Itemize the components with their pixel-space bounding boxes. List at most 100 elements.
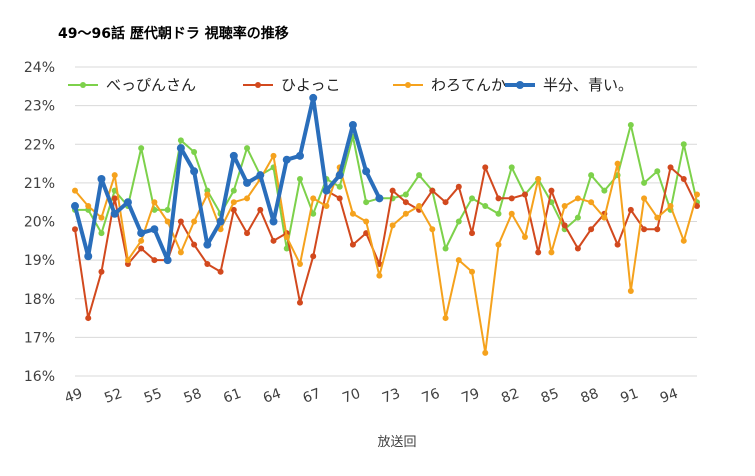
data-point	[482, 349, 489, 356]
x-tick-label: 67	[301, 386, 323, 407]
legend-swatch-marker	[405, 82, 411, 88]
legend-label: べっぴんさん	[106, 76, 196, 94]
data-point	[138, 145, 145, 152]
data-point	[574, 214, 581, 221]
data-point	[256, 171, 265, 180]
data-point	[402, 199, 409, 206]
data-point	[641, 195, 648, 202]
data-point	[310, 253, 317, 260]
data-point	[243, 178, 252, 187]
x-axis-title: 放送回	[377, 435, 416, 450]
data-point	[667, 203, 674, 210]
data-point	[588, 226, 595, 233]
x-tick-label: 64	[261, 386, 283, 407]
data-point	[97, 175, 106, 184]
data-point	[229, 151, 238, 160]
data-point	[363, 218, 370, 225]
x-tick-label: 82	[499, 386, 521, 407]
data-point	[495, 195, 502, 202]
data-point	[150, 225, 159, 234]
data-point	[85, 203, 92, 210]
y-tick-label: 20%	[24, 215, 55, 231]
data-point	[469, 268, 476, 275]
data-point	[375, 194, 384, 203]
data-point	[282, 155, 291, 164]
data-point	[348, 120, 357, 129]
data-point	[203, 240, 212, 249]
legend-label: 半分、青い。	[543, 76, 633, 94]
y-tick-label: 19%	[24, 253, 55, 269]
data-point	[296, 299, 303, 306]
data-point	[110, 209, 119, 218]
data-point	[442, 245, 449, 252]
x-tick-label: 61	[221, 386, 243, 407]
x-tick-label: 76	[420, 386, 442, 407]
data-point	[244, 230, 251, 237]
data-point	[482, 164, 489, 171]
data-point	[310, 195, 317, 202]
data-point	[164, 218, 171, 225]
chart-title: 49～96話 歴代朝ドラ 視聴率の推移	[58, 25, 289, 42]
data-point	[508, 210, 515, 217]
data-point	[627, 288, 634, 295]
data-point	[429, 226, 436, 233]
data-point	[283, 245, 290, 252]
x-tick-label: 52	[102, 386, 124, 407]
legend-item: わろてんか	[393, 76, 506, 94]
x-axis-ticks: 49 52 55 58 61 64 67 70 73 76 79 82 85 88 91 94	[63, 386, 681, 407]
data-point	[641, 226, 648, 233]
data-point	[191, 218, 198, 225]
data-point	[627, 121, 634, 128]
data-point	[627, 206, 634, 213]
data-point	[309, 93, 318, 102]
data-point	[176, 144, 185, 153]
data-point	[216, 217, 225, 226]
data-point	[269, 217, 278, 226]
data-point	[469, 195, 476, 202]
data-point	[270, 152, 277, 159]
data-point	[416, 172, 423, 179]
data-point	[455, 218, 462, 225]
data-point	[336, 183, 343, 190]
data-point	[389, 222, 396, 229]
data-point	[561, 222, 568, 229]
legend-label: ひよっこ	[281, 76, 341, 94]
data-point	[521, 233, 528, 240]
legend-swatch-marker	[255, 82, 261, 88]
data-point	[335, 171, 344, 180]
data-point	[601, 187, 608, 194]
data-point	[151, 257, 158, 264]
data-point	[191, 241, 198, 248]
data-point	[138, 245, 145, 252]
data-point	[72, 187, 78, 194]
data-point	[614, 241, 621, 248]
data-point	[230, 187, 237, 194]
data-point	[508, 195, 515, 202]
data-point	[641, 179, 648, 186]
data-point	[310, 210, 317, 217]
x-tick-label: 58	[182, 386, 204, 407]
data-point	[257, 206, 264, 213]
data-point	[680, 176, 687, 183]
data-point	[601, 214, 608, 221]
data-point	[482, 203, 489, 210]
data-point	[124, 257, 131, 264]
y-tick-label: 22%	[24, 137, 55, 153]
data-point	[85, 315, 92, 322]
data-point	[376, 272, 383, 279]
data-point	[495, 210, 502, 217]
x-tick-label: 94	[658, 386, 680, 407]
data-point	[323, 203, 330, 210]
legend-swatch-marker	[80, 82, 86, 88]
x-tick-label: 49	[63, 386, 85, 407]
data-point	[151, 199, 158, 206]
data-point	[654, 168, 661, 175]
data-point	[72, 226, 78, 233]
data-point	[508, 164, 515, 171]
x-tick-label: 85	[539, 386, 561, 407]
data-point	[535, 249, 542, 256]
data-point	[137, 229, 146, 238]
data-point	[402, 191, 409, 198]
data-point	[177, 249, 184, 256]
data-point	[548, 249, 555, 256]
